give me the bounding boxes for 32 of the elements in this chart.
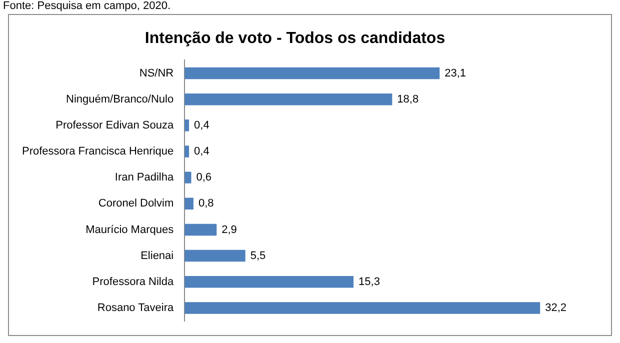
y-tick-label: Professora Francisca Henrique	[22, 146, 174, 158]
bar	[184, 146, 190, 158]
data-label: 0,4	[194, 146, 210, 158]
data-label: 15,3	[358, 276, 380, 288]
bar	[184, 67, 440, 80]
y-tick-label: Ninguém/Branco/Nulo	[66, 93, 174, 106]
y-tick-label: Coronel Dolvim	[98, 198, 174, 210]
y-tick-label: Professora Nilda	[92, 276, 174, 288]
bar	[184, 250, 246, 262]
data-label: 0,8	[198, 198, 214, 210]
data-label: 0,4	[194, 119, 210, 132]
bar	[184, 198, 194, 210]
chart-title: Intenção de voto - Todos os candidatos	[144, 30, 446, 48]
data-label: 5,5	[250, 250, 266, 262]
data-label: 0,6	[196, 172, 212, 184]
bar	[184, 93, 392, 106]
bar	[184, 120, 190, 132]
y-tick-label: Elienai	[140, 250, 174, 262]
data-label: 18,8	[397, 93, 419, 106]
y-tick-label: Professor Edivan Souza	[56, 119, 174, 132]
y-tick-label: NS/NR	[139, 67, 174, 80]
data-label: 32,2	[545, 302, 567, 314]
data-label: 23,1	[444, 67, 466, 80]
bar	[184, 224, 217, 236]
y-tick-label: Maurício Marques	[86, 224, 174, 236]
data-label: 2,9	[222, 224, 237, 236]
bar	[184, 172, 192, 184]
source-note: Fonte: Pesquisa em campo, 2020.	[3, 0, 171, 12]
y-tick-label: Rosano Taveira	[97, 302, 174, 314]
bar	[184, 276, 354, 288]
y-tick-label: Iran Padilha	[114, 172, 174, 184]
bar	[184, 302, 540, 314]
